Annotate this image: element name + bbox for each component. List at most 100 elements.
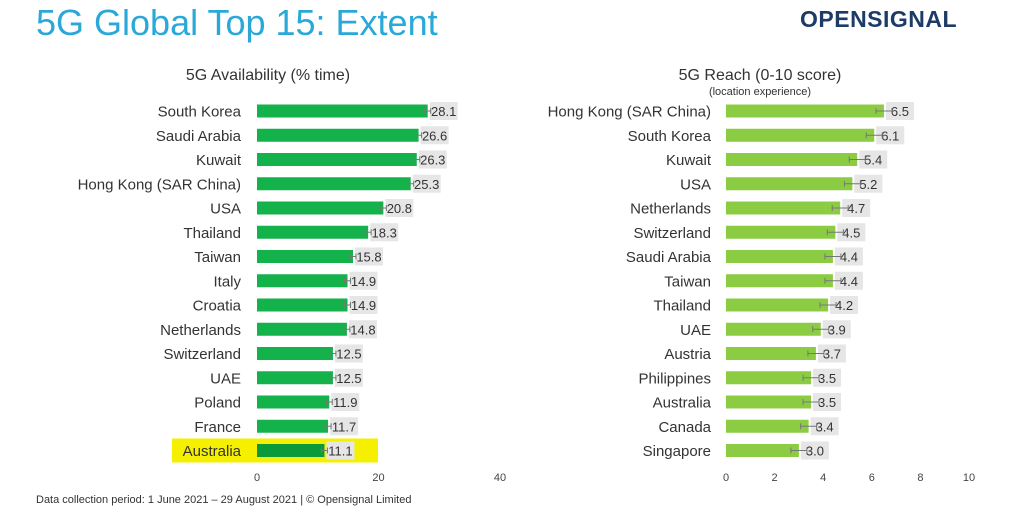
- value-label: 5.2: [859, 177, 877, 192]
- value-label: 18.3: [372, 225, 397, 240]
- category-label: USA: [680, 176, 711, 193]
- value-label: 26.6: [422, 128, 447, 143]
- value-label: 20.8: [387, 201, 412, 216]
- value-label-bg: [429, 102, 458, 120]
- bar: [257, 371, 333, 385]
- value-label-bg: [859, 150, 888, 169]
- category-label: Taiwan: [664, 273, 711, 290]
- x-tick-label: 20: [372, 472, 384, 484]
- bar: [726, 201, 841, 215]
- value-label: 6.1: [881, 128, 899, 143]
- category-label: USA: [210, 201, 241, 218]
- category-label: Austria: [664, 346, 711, 363]
- value-label: 4.4: [840, 250, 858, 265]
- category-label: Kuwait: [666, 152, 712, 169]
- value-label: 3.4: [816, 419, 834, 434]
- value-label-bg: [813, 368, 842, 387]
- category-label: Thailand: [183, 225, 241, 242]
- value-label-bg: [837, 223, 866, 242]
- bar: [726, 128, 875, 142]
- value-label: 25.3: [414, 177, 439, 192]
- bar: [726, 250, 833, 263]
- value-label-bg: [326, 441, 355, 460]
- value-label-bg: [370, 223, 399, 242]
- bar: [257, 419, 329, 433]
- bar: [726, 347, 816, 360]
- value-label: 4.4: [840, 274, 858, 289]
- value-label-bg: [800, 441, 829, 460]
- value-label-bg: [334, 344, 363, 363]
- value-label: 6.5: [891, 104, 909, 119]
- category-label: Australia: [653, 395, 712, 412]
- category-label: South Korea: [628, 128, 712, 145]
- category-label: Saudi Arabia: [626, 249, 712, 266]
- value-label: 12.5: [336, 371, 361, 386]
- value-label-bg: [330, 417, 359, 436]
- bar: [726, 419, 809, 433]
- x-tick-label: 4: [820, 472, 826, 484]
- bar: [257, 104, 428, 118]
- bar: [726, 395, 812, 409]
- bar: [257, 177, 411, 191]
- category-label: UAE: [680, 322, 711, 339]
- value-label: 4.2: [835, 298, 853, 313]
- category-label: Switzerland: [163, 346, 241, 363]
- category-label: Taiwan: [194, 249, 241, 266]
- value-label: 12.5: [336, 347, 361, 362]
- category-label: Singapore: [643, 443, 711, 460]
- bar: [257, 153, 417, 166]
- value-label: 15.8: [356, 250, 381, 265]
- category-label: South Korea: [158, 104, 242, 121]
- x-tick-label: 10: [963, 472, 975, 484]
- opensignal-logo: OPENSIGNAL: [800, 6, 958, 32]
- category-label: Australia: [183, 443, 242, 460]
- value-label-bg: [813, 393, 842, 411]
- value-label-bg: [834, 247, 863, 266]
- value-label-bg: [385, 199, 414, 217]
- category-label: Saudi Arabia: [156, 128, 242, 145]
- category-label: Kuwait: [196, 152, 242, 169]
- value-label-bg: [834, 271, 863, 290]
- bar: [257, 201, 384, 215]
- bar: [726, 322, 821, 336]
- bar: [726, 177, 853, 191]
- value-label-bg: [810, 417, 839, 436]
- bar: [726, 153, 858, 166]
- availability-chart: 5G Availability (% time) South Korea 28.1 S…: [78, 67, 507, 484]
- value-label: 14.9: [351, 298, 376, 313]
- category-label: Croatia: [193, 298, 242, 315]
- bar: [257, 444, 325, 457]
- value-label-bg: [334, 368, 363, 387]
- category-label: Philippines: [638, 370, 711, 387]
- category-label: Poland: [194, 395, 241, 412]
- bar: [257, 128, 419, 142]
- value-label: 3.0: [806, 444, 824, 459]
- bar: [726, 274, 833, 288]
- value-label: 28.1: [431, 104, 456, 119]
- bar: [257, 274, 348, 288]
- value-label: 11.9: [333, 395, 357, 410]
- value-label-bg: [331, 393, 360, 411]
- value-label-bg: [418, 150, 447, 169]
- bar: [257, 347, 333, 360]
- category-label: Hong Kong (SAR China): [548, 104, 711, 121]
- bar: [726, 298, 829, 312]
- value-label-bg: [817, 344, 846, 363]
- x-tick-label: 40: [494, 472, 506, 484]
- value-label: 3.7: [823, 347, 841, 362]
- chart-subtitle: (location experience): [709, 86, 811, 98]
- x-tick-label: 0: [723, 472, 729, 484]
- value-label-bg: [354, 247, 383, 266]
- value-label-bg: [830, 296, 859, 314]
- category-label: Canada: [658, 419, 711, 436]
- bar: [257, 395, 330, 409]
- bar: [726, 371, 812, 385]
- x-tick-label: 2: [772, 472, 778, 484]
- category-label: Thailand: [653, 298, 711, 315]
- category-label: Italy: [213, 273, 241, 290]
- value-label-bg: [842, 199, 871, 217]
- footer-note: Data collection period: 1 June 2021 – 29…: [36, 494, 412, 506]
- category-label: Netherlands: [160, 322, 241, 339]
- value-label: 14.8: [350, 322, 375, 337]
- value-label: 3.5: [818, 395, 836, 410]
